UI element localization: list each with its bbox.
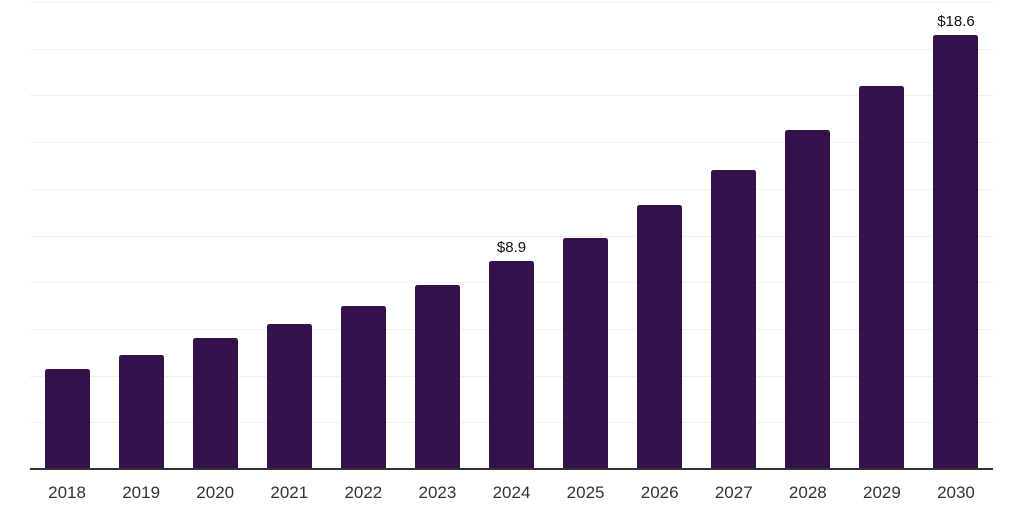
x-axis-label-2020: 2020 — [196, 483, 235, 502]
gridline-16 — [30, 95, 993, 97]
bar-slot-2021 — [252, 2, 326, 469]
bar-slot-2026 — [623, 2, 697, 469]
bars-container: $8.9 $18.6 — [30, 2, 993, 469]
x-axis-label-2026: 2026 — [640, 483, 679, 502]
bar-2022 — [340, 305, 386, 469]
bar-2025 — [563, 237, 609, 469]
gridline-18 — [30, 48, 993, 50]
bar-2021 — [266, 324, 312, 469]
bar-2018 — [44, 368, 90, 469]
bar-2023 — [414, 284, 460, 469]
bar-slot-2027 — [697, 2, 771, 469]
bar-slot-2023 — [400, 2, 474, 469]
x-axis-label-2030: 2030 — [937, 483, 975, 502]
bar-slot-2019 — [104, 2, 178, 469]
value-label-2030: $18.6 — [937, 12, 975, 30]
bar-slot-2029 — [845, 2, 919, 469]
bar-2019 — [118, 354, 164, 469]
x-axis-label-2023: 2023 — [418, 483, 457, 502]
x-axis-label-2021: 2021 — [270, 483, 309, 502]
bar-slot-2024: $8.9 — [474, 2, 548, 469]
bar-slot-2030: $18.6 — [919, 2, 993, 469]
x-axis-label-2024: 2024 — [492, 483, 531, 502]
x-axis-label-2028: 2028 — [788, 483, 827, 502]
bar-slot-2025 — [549, 2, 623, 469]
gridline-10 — [30, 235, 993, 237]
bar-slot-2022 — [326, 2, 400, 469]
value-label-2024: $8.9 — [496, 239, 527, 257]
x-axis-label-2029: 2029 — [862, 483, 901, 502]
x-axis-label-2027: 2027 — [714, 483, 753, 502]
bar-2027 — [711, 170, 757, 469]
bar-2024 — [489, 261, 534, 469]
x-axis-label-2022: 2022 — [344, 483, 383, 502]
x-axis-line — [30, 468, 993, 470]
bar-slot-2028 — [771, 2, 845, 469]
bar-2026 — [637, 205, 683, 469]
gridline-20 — [30, 2, 993, 3]
x-axis-label-2025: 2025 — [566, 483, 605, 502]
gridline-12 — [30, 188, 993, 190]
bar-2029 — [859, 86, 905, 469]
bar-2020 — [192, 338, 238, 469]
bar-slot-2018 — [30, 2, 104, 469]
bar-2030 — [933, 34, 979, 469]
x-axis-labels: 2018 2019 2020 2021 2022 2023 2024 2025 2026 2027… — [30, 484, 993, 501]
x-axis-label-2018: 2018 — [48, 483, 86, 502]
x-axis-label-2019: 2019 — [122, 483, 161, 502]
plot-area: $8.9 $18.6 — [30, 2, 993, 469]
gridline-14 — [30, 142, 993, 144]
bar-slot-2020 — [178, 2, 252, 469]
bar-2028 — [785, 130, 831, 469]
